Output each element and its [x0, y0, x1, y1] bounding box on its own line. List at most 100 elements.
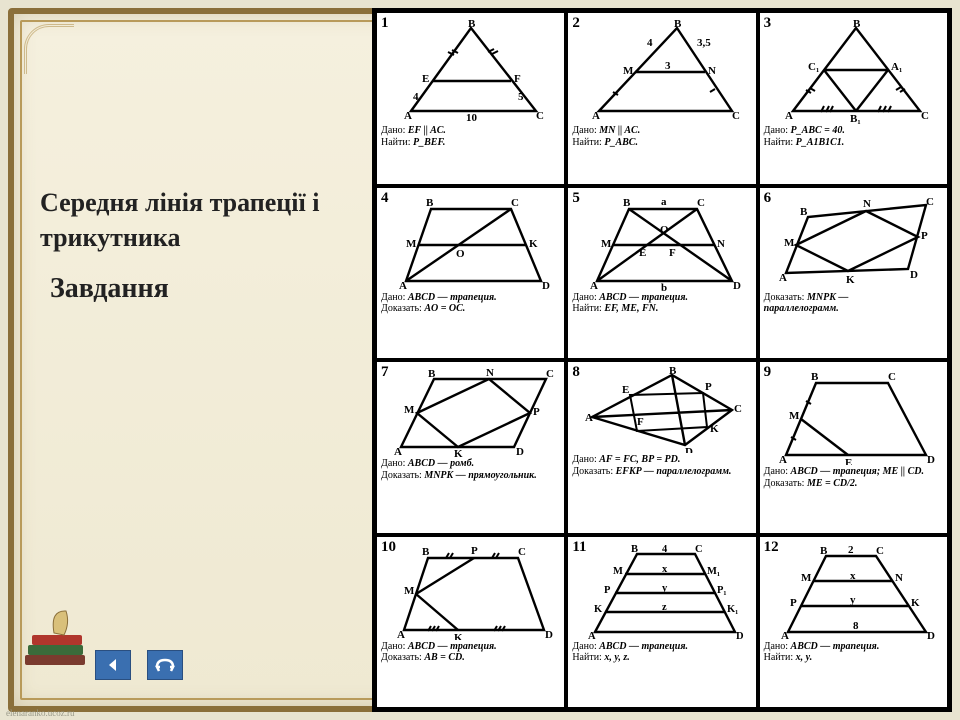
caption: Дано: EF || AC. Найти: P_BEF. — [381, 125, 560, 148]
svg-text:C: C — [732, 110, 740, 122]
svg-text:C: C — [734, 403, 742, 415]
svg-text:5: 5 — [518, 91, 524, 103]
svg-text:M: M — [404, 585, 415, 597]
svg-text:10: 10 — [466, 112, 478, 124]
svg-text:D: D — [927, 454, 935, 465]
svg-text:A: A — [590, 280, 598, 291]
svg-text:P: P — [790, 597, 797, 609]
svg-text:K: K — [454, 632, 463, 640]
cell-number: 11 — [572, 539, 586, 556]
svg-text:D: D — [516, 446, 524, 457]
books-illustration — [20, 605, 100, 680]
svg-text:B: B — [428, 368, 436, 380]
caption: Дано: ABCD — трапеция. Найти: x, y, z. — [572, 641, 751, 664]
svg-text:y: y — [850, 594, 856, 606]
svg-text:b: b — [661, 282, 667, 291]
svg-text:B: B — [623, 197, 631, 209]
cell-number: 4 — [381, 190, 389, 207]
cell-1: 1 B A C E F 10 5 4 Дано: EF || AC. — [375, 11, 566, 186]
svg-text:D: D — [542, 280, 550, 291]
svg-text:E: E — [422, 73, 429, 85]
cell-9: 9 A B C D M E Дано: ABCD — трапеция; ME … — [758, 360, 949, 535]
svg-text:3,5: 3,5 — [697, 37, 711, 49]
svg-text:B: B — [468, 18, 476, 30]
svg-text:B: B — [674, 18, 682, 30]
svg-text:4: 4 — [647, 37, 653, 49]
cell-11: 11 A B C D 4 MM₁ PP₁ KK₁ x y z Дано: ABC… — [566, 535, 757, 710]
svg-text:P: P — [604, 585, 611, 596]
caption: Дано: ABCD — ромб. Доказать: MNPK — прям… — [381, 458, 560, 481]
svg-text:C: C — [695, 544, 703, 555]
svg-text:B: B — [631, 544, 638, 555]
svg-text:C: C — [926, 196, 934, 208]
cell-6: 6 A B C D M N P K Доказать: MNPK — парал… — [758, 186, 949, 361]
svg-text:D: D — [685, 446, 693, 453]
svg-text:M: M — [404, 404, 415, 416]
corner-ornament — [24, 24, 74, 74]
svg-text:B: B — [811, 371, 819, 383]
svg-text:P₁: P₁ — [717, 585, 727, 596]
svg-text:x: x — [662, 564, 668, 575]
svg-text:N: N — [863, 198, 871, 210]
watermark: elenaranko.ucoz.ru — [6, 708, 74, 718]
svg-text:E: E — [845, 457, 852, 465]
svg-text:A: A — [785, 110, 793, 122]
svg-text:A: A — [592, 110, 600, 122]
cell-3: 3 B A C C₁ A₁ B₁ Дано: P_ABC = 40. Най — [758, 11, 949, 186]
svg-text:M: M — [613, 566, 623, 577]
svg-text:M: M — [801, 572, 812, 584]
cell-number: 5 — [572, 190, 580, 207]
svg-text:A: A — [588, 631, 596, 640]
svg-text:N: N — [717, 238, 725, 250]
svg-text:E: E — [639, 247, 646, 259]
svg-text:F: F — [669, 247, 676, 259]
page-title: Середня лінія трапеції і трикутника — [40, 185, 340, 255]
prev-button[interactable] — [95, 650, 131, 680]
svg-text:C: C — [546, 368, 554, 380]
svg-text:P: P — [705, 381, 712, 393]
svg-text:K: K — [529, 238, 538, 250]
cell-8: 8 A B C D E F K P Дано: AF = FC, BP = PD… — [566, 360, 757, 535]
svg-text:C: C — [697, 197, 705, 209]
svg-text:K₁: K₁ — [727, 604, 738, 615]
cell-4: 4 A B C D M K O Дано: ABCD — трапеция. Д… — [375, 186, 566, 361]
svg-text:D: D — [545, 629, 553, 640]
svg-text:A: A — [781, 630, 789, 640]
svg-text:A: A — [779, 454, 787, 465]
svg-text:D: D — [910, 269, 918, 281]
nav-buttons — [95, 650, 183, 680]
svg-text:E: E — [622, 384, 629, 396]
caption: Дано: P_ABC = 40. Найти: P_A1B1C1. — [764, 125, 943, 148]
svg-text:C: C — [518, 546, 526, 558]
svg-text:A: A — [779, 272, 787, 284]
svg-text:A₁: A₁ — [891, 61, 902, 73]
svg-text:O: O — [660, 224, 669, 236]
svg-text:4: 4 — [413, 91, 419, 103]
title-line-2: трикутника — [40, 223, 180, 252]
svg-text:C: C — [536, 110, 544, 122]
cell-number: 10 — [381, 539, 396, 556]
svg-text:C: C — [511, 197, 519, 209]
page-subtitle: Завдання — [50, 273, 340, 305]
svg-text:C: C — [921, 110, 929, 122]
svg-text:A: A — [404, 110, 412, 122]
svg-text:N: N — [895, 572, 903, 584]
cell-number: 12 — [764, 539, 779, 556]
home-button[interactable] — [147, 650, 183, 680]
svg-text:B: B — [422, 546, 430, 558]
caption: Дано: ABCD — трапеция. Доказать: AB = CD… — [381, 641, 560, 664]
cell-5: 5 A B C D M N E F O a b Дано: ABCD — — [566, 186, 757, 361]
svg-text:B: B — [820, 545, 828, 557]
cell-number: 2 — [572, 15, 580, 32]
svg-text:K: K — [454, 448, 463, 457]
svg-text:C: C — [876, 545, 884, 557]
svg-text:A: A — [399, 280, 407, 291]
svg-text:O: O — [456, 248, 465, 260]
caption: Дано: MN || AC. Найти: P_ABC. — [572, 125, 751, 148]
svg-text:z: z — [662, 602, 667, 613]
svg-text:N: N — [708, 65, 716, 77]
svg-text:B: B — [800, 206, 808, 218]
svg-text:B: B — [426, 197, 434, 209]
caption: Дано: ABCD — трапеция. Найти: x, y. — [764, 641, 943, 664]
cell-number: 3 — [764, 15, 772, 32]
